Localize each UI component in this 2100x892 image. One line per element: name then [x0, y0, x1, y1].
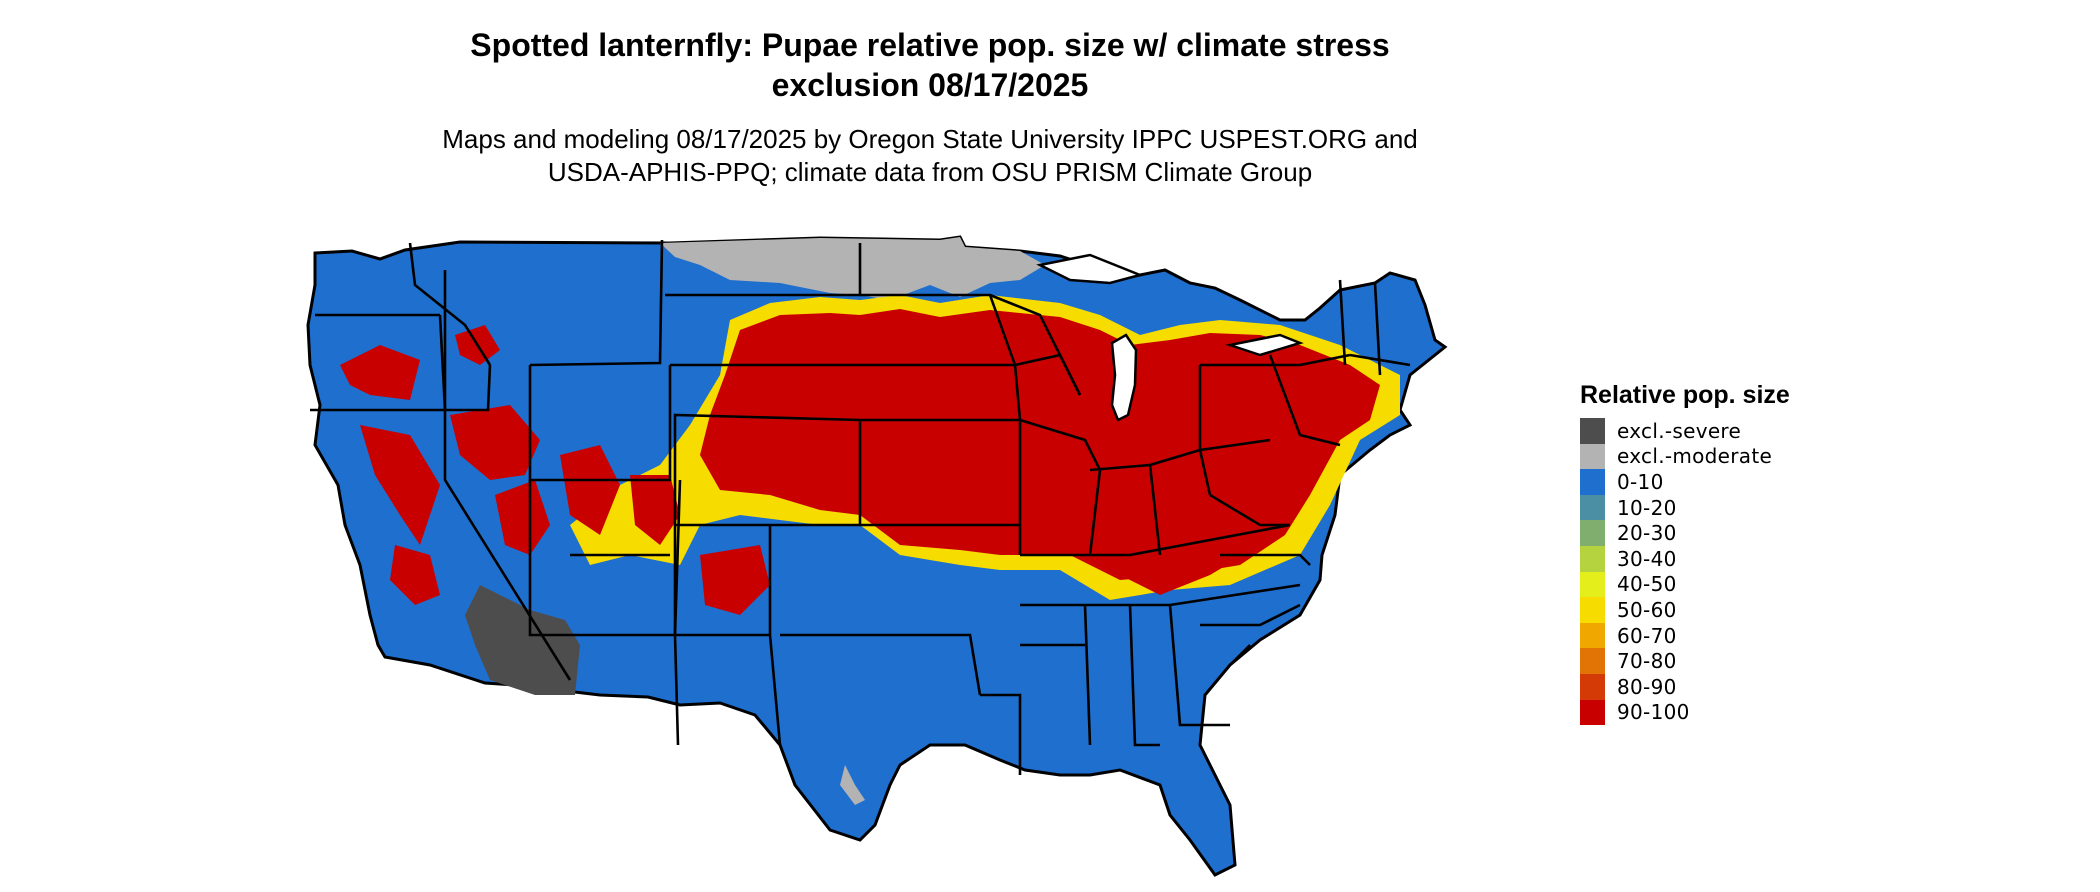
red-west-4	[495, 480, 550, 555]
red-west-1	[340, 345, 420, 400]
map-subtitle-line-2: USDA-APHIS-PPQ; climate data from OSU PR…	[547, 157, 1313, 187]
legend-item: 90-100	[1580, 699, 1790, 726]
legend-swatch	[1580, 520, 1605, 546]
legend-swatch	[1580, 673, 1605, 700]
legend: Relative pop. size excl.-severe excl.-mod…	[1580, 378, 1790, 726]
legend-item: excl.-moderate	[1580, 443, 1790, 470]
legend-item: 50-60	[1580, 597, 1790, 623]
legend-swatch	[1580, 443, 1605, 470]
legend-swatch	[1580, 622, 1605, 649]
legend-label: 10-20	[1617, 495, 1677, 520]
moderate-exclusion-tx	[840, 765, 865, 805]
red-west-5	[560, 445, 620, 535]
legend-label: 80-90	[1617, 674, 1677, 699]
us-map	[306, 235, 1448, 877]
state-borders	[310, 239, 1411, 775]
legend-item: 0-10	[1580, 469, 1790, 495]
red-west-7	[700, 545, 770, 615]
lake-superior	[1036, 253, 1144, 285]
legend-swatch	[1580, 545, 1605, 572]
lake-erie	[1225, 333, 1304, 357]
legend-label: 40-50	[1617, 572, 1677, 597]
legend-label: 60-70	[1617, 623, 1677, 648]
red-west-6	[630, 475, 680, 545]
map-title-line-2: exclusion 08/17/2025	[771, 67, 1089, 103]
legend-item: 70-80	[1580, 648, 1790, 674]
legend-label: 20-30	[1617, 521, 1677, 546]
red-west-2	[360, 425, 440, 545]
legend-swatch	[1580, 469, 1605, 495]
legend-item: 60-70	[1580, 622, 1790, 649]
legend-label: 30-40	[1617, 546, 1677, 571]
severe-exclusion-sw	[465, 585, 580, 695]
lake-michigan	[1110, 333, 1138, 422]
legend-item: 40-50	[1580, 571, 1790, 598]
legend-swatch	[1580, 418, 1605, 444]
legend-label: excl.-severe	[1617, 418, 1742, 443]
legend-title: Relative pop. size	[1580, 381, 1790, 409]
legend-swatch	[1580, 494, 1605, 521]
legend-label: 90-100	[1617, 700, 1690, 725]
legend-swatch	[1580, 597, 1605, 623]
legend-label: excl.-moderate	[1617, 444, 1773, 469]
legend-label: 0-10	[1617, 469, 1664, 494]
legend-swatch	[1580, 571, 1605, 598]
legend-items: excl.-severe excl.-moderate 0-10 10-20 20-30…	[1580, 418, 1790, 726]
legend-item: 30-40	[1580, 545, 1790, 572]
red-core-central	[700, 309, 1380, 580]
legend-swatch	[1580, 648, 1605, 674]
map-subtitle-line-1: Maps and modeling 08/17/2025 by Oregon S…	[442, 124, 1418, 154]
legend-item: 10-20	[1580, 494, 1790, 521]
legend-item: 20-30	[1580, 520, 1790, 546]
red-west-3	[450, 405, 540, 480]
legend-label: 50-60	[1617, 597, 1677, 622]
legend-item: 80-90	[1580, 673, 1790, 700]
red-west-8	[390, 545, 440, 605]
legend-label: 70-80	[1617, 649, 1677, 674]
moderate-exclusion-north	[660, 237, 1045, 300]
legend-swatch	[1580, 699, 1605, 726]
legend-item: excl.-severe	[1580, 418, 1790, 444]
map-title-line-1: Spotted lanternfly: Pupae relative pop. …	[470, 27, 1390, 63]
